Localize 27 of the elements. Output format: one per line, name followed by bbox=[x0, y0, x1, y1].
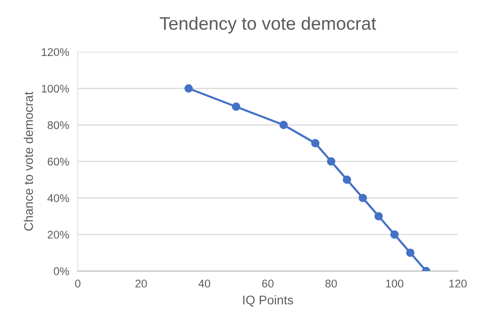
chart-title: Tendency to vote democrat bbox=[160, 16, 376, 34]
point bbox=[326, 157, 336, 166]
y-tick-label: 0% bbox=[54, 267, 70, 276]
x-axis-title: IQ Points bbox=[243, 295, 294, 307]
x-tick-label: 80 bbox=[325, 280, 337, 288]
x-tick-label: 20 bbox=[135, 280, 147, 288]
point bbox=[279, 120, 288, 130]
x-tick-label: 40 bbox=[198, 280, 210, 288]
point bbox=[390, 230, 399, 239]
x-tick-label: 0 bbox=[75, 280, 80, 288]
x-tick-label: 60 bbox=[262, 280, 274, 288]
y-tick-label: 20% bbox=[48, 230, 70, 239]
point bbox=[406, 248, 414, 257]
point bbox=[374, 212, 383, 220]
point bbox=[342, 176, 352, 184]
y-tick-label: 80% bbox=[48, 121, 70, 130]
point bbox=[311, 139, 320, 148]
y-axis-title: Chance to vote democrat bbox=[24, 92, 33, 231]
y-tick-label: 60% bbox=[48, 158, 70, 166]
point bbox=[184, 84, 193, 93]
y-tick-label: 100% bbox=[42, 84, 70, 93]
y-tick-label: 120% bbox=[42, 48, 70, 56]
x-tick-label: 100 bbox=[386, 280, 404, 288]
point bbox=[358, 194, 367, 202]
point bbox=[232, 102, 240, 111]
y-tick-label: 40% bbox=[47, 194, 70, 202]
x-tick-label: 120 bbox=[449, 280, 467, 288]
